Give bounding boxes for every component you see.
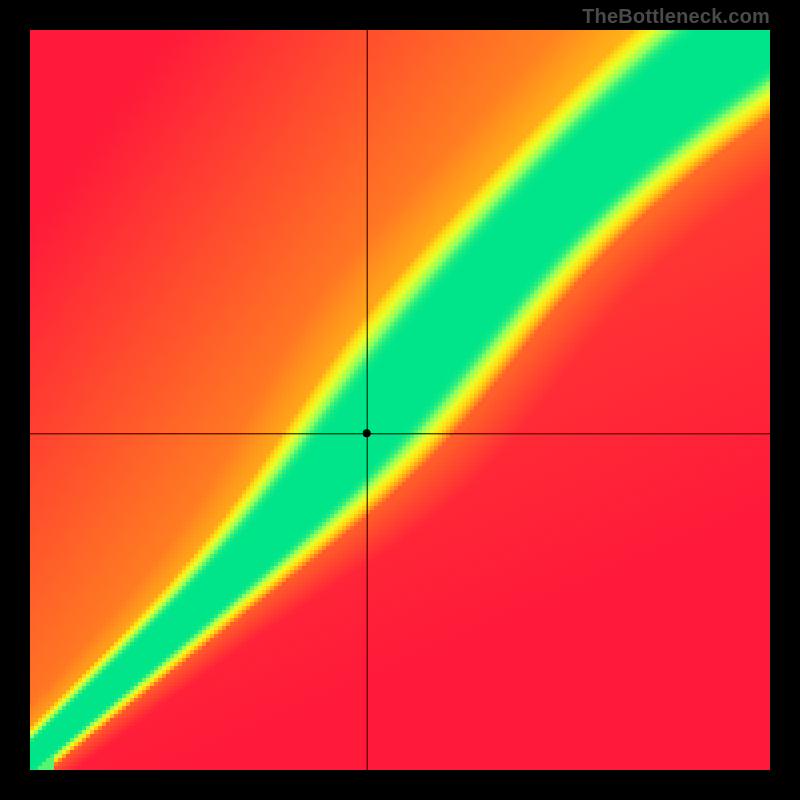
watermark-text: TheBottleneck.com — [582, 6, 770, 29]
heatmap-canvas — [0, 0, 800, 800]
chart-container: TheBottleneck.com — [0, 0, 800, 800]
